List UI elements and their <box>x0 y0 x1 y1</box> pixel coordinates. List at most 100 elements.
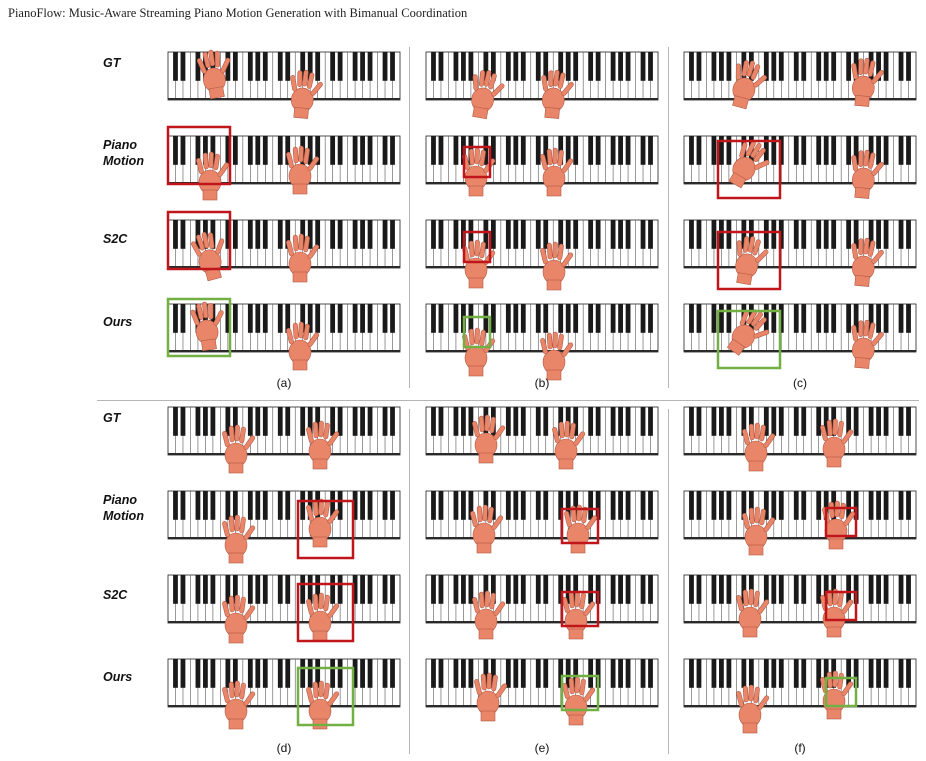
left-hand <box>735 236 769 286</box>
keyboard-frame <box>683 135 917 200</box>
left-hand <box>736 588 770 638</box>
panel-divider-vertical <box>668 409 669 754</box>
keyboard-frame <box>683 219 917 291</box>
keyboard-frame <box>166 125 401 201</box>
keyboard-frame <box>683 406 917 472</box>
right-hand <box>286 321 320 371</box>
right-hand <box>851 149 884 199</box>
panel-divider-vertical <box>668 47 669 388</box>
highlight-box-green <box>166 297 232 358</box>
row-label: GT <box>103 410 120 426</box>
keyboard-frame <box>425 303 659 381</box>
highlight-box-red <box>824 590 858 622</box>
left-hand <box>472 414 506 464</box>
right-hand <box>540 331 574 381</box>
right-hand <box>306 498 340 548</box>
row-label-line: S2C <box>103 232 128 246</box>
highlight-box-green <box>462 315 492 349</box>
left-hand <box>222 594 256 644</box>
keyboard-frame <box>425 490 659 554</box>
panel-divider-vertical <box>409 47 410 388</box>
highlight-box-red <box>560 507 600 545</box>
left-hand <box>474 672 508 722</box>
highlight-box-green <box>716 309 782 370</box>
keyboard-frame <box>425 51 659 120</box>
panel-divider-vertical <box>409 409 410 754</box>
row-label-line: Ours <box>103 315 133 329</box>
left-hand <box>222 514 256 564</box>
left-hand <box>742 422 776 472</box>
row-label: Piano Motion <box>103 137 144 169</box>
highlight-box-red <box>296 582 355 643</box>
keyboard-frame <box>683 658 917 734</box>
right-hand <box>851 319 884 369</box>
keyboard-frame <box>167 574 401 644</box>
row-label-line: Motion <box>103 509 144 523</box>
row-label: Ours <box>103 314 132 330</box>
panel-caption: (c) <box>793 376 807 390</box>
keyboard-frame <box>425 219 659 291</box>
row-label: S2C <box>103 231 127 247</box>
left-hand <box>732 60 767 110</box>
panel-caption: (e) <box>534 741 550 755</box>
panel-divider-horizontal <box>97 400 919 401</box>
row-label-line: Ours <box>103 670 133 684</box>
keyboard-frame <box>166 210 401 283</box>
highlight-box-red <box>166 125 232 186</box>
left-hand <box>190 301 224 352</box>
panel-caption: (b) <box>534 376 550 390</box>
highlight-box-red <box>296 499 355 560</box>
right-hand <box>540 147 574 197</box>
row-label: S2C <box>103 587 127 603</box>
left-hand <box>222 680 256 730</box>
left-hand <box>726 309 770 356</box>
panel-caption: (f) <box>794 741 806 755</box>
highlight-box-green <box>296 666 355 727</box>
left-hand <box>196 151 230 201</box>
left-hand <box>742 506 776 556</box>
right-hand <box>290 69 323 119</box>
page-header: PianoFlow: Music-Aware Streaming Piano M… <box>8 6 468 20</box>
row-label-line: GT <box>103 411 121 425</box>
keyboard-frame <box>683 303 917 370</box>
right-hand <box>286 233 320 283</box>
left-hand <box>736 684 770 734</box>
keyboard-frame <box>425 574 659 640</box>
right-hand <box>286 145 320 195</box>
left-hand <box>462 147 496 197</box>
highlight-box-green <box>560 674 600 712</box>
row-label-line: Piano <box>103 493 138 507</box>
row-label: GT <box>103 55 120 71</box>
highlight-box-red <box>716 139 782 200</box>
highlight-box-red <box>166 210 232 271</box>
row-label-line: S2C <box>103 588 128 602</box>
left-hand <box>728 140 770 189</box>
keyboard-frame <box>166 297 401 371</box>
row-label: Piano Motion <box>103 492 144 524</box>
row-label: Ours <box>103 669 132 685</box>
row-label-line: GT <box>103 56 121 70</box>
right-hand <box>851 57 884 107</box>
left-hand <box>470 504 504 554</box>
panel-caption: (d) <box>276 741 292 755</box>
panel-caption: (a) <box>276 376 292 390</box>
keyboard-frame <box>425 658 659 726</box>
highlight-box-red <box>560 590 600 628</box>
right-hand <box>552 420 586 470</box>
right-hand <box>562 676 596 726</box>
keyboard-frame <box>167 406 401 474</box>
highlight-box-red <box>824 506 858 538</box>
keyboard-frame <box>167 490 401 564</box>
right-hand <box>820 418 854 468</box>
row-label-line: Motion <box>103 154 144 168</box>
highlight-box-red <box>462 145 492 179</box>
left-hand <box>471 70 505 120</box>
right-hand <box>851 237 884 287</box>
right-hand <box>541 69 574 119</box>
keyboard-frame <box>167 49 401 119</box>
right-hand <box>306 420 340 470</box>
keyboard-frame <box>683 51 917 110</box>
right-hand <box>540 241 574 291</box>
left-hand <box>472 590 506 640</box>
keyboard-frame <box>425 135 659 197</box>
